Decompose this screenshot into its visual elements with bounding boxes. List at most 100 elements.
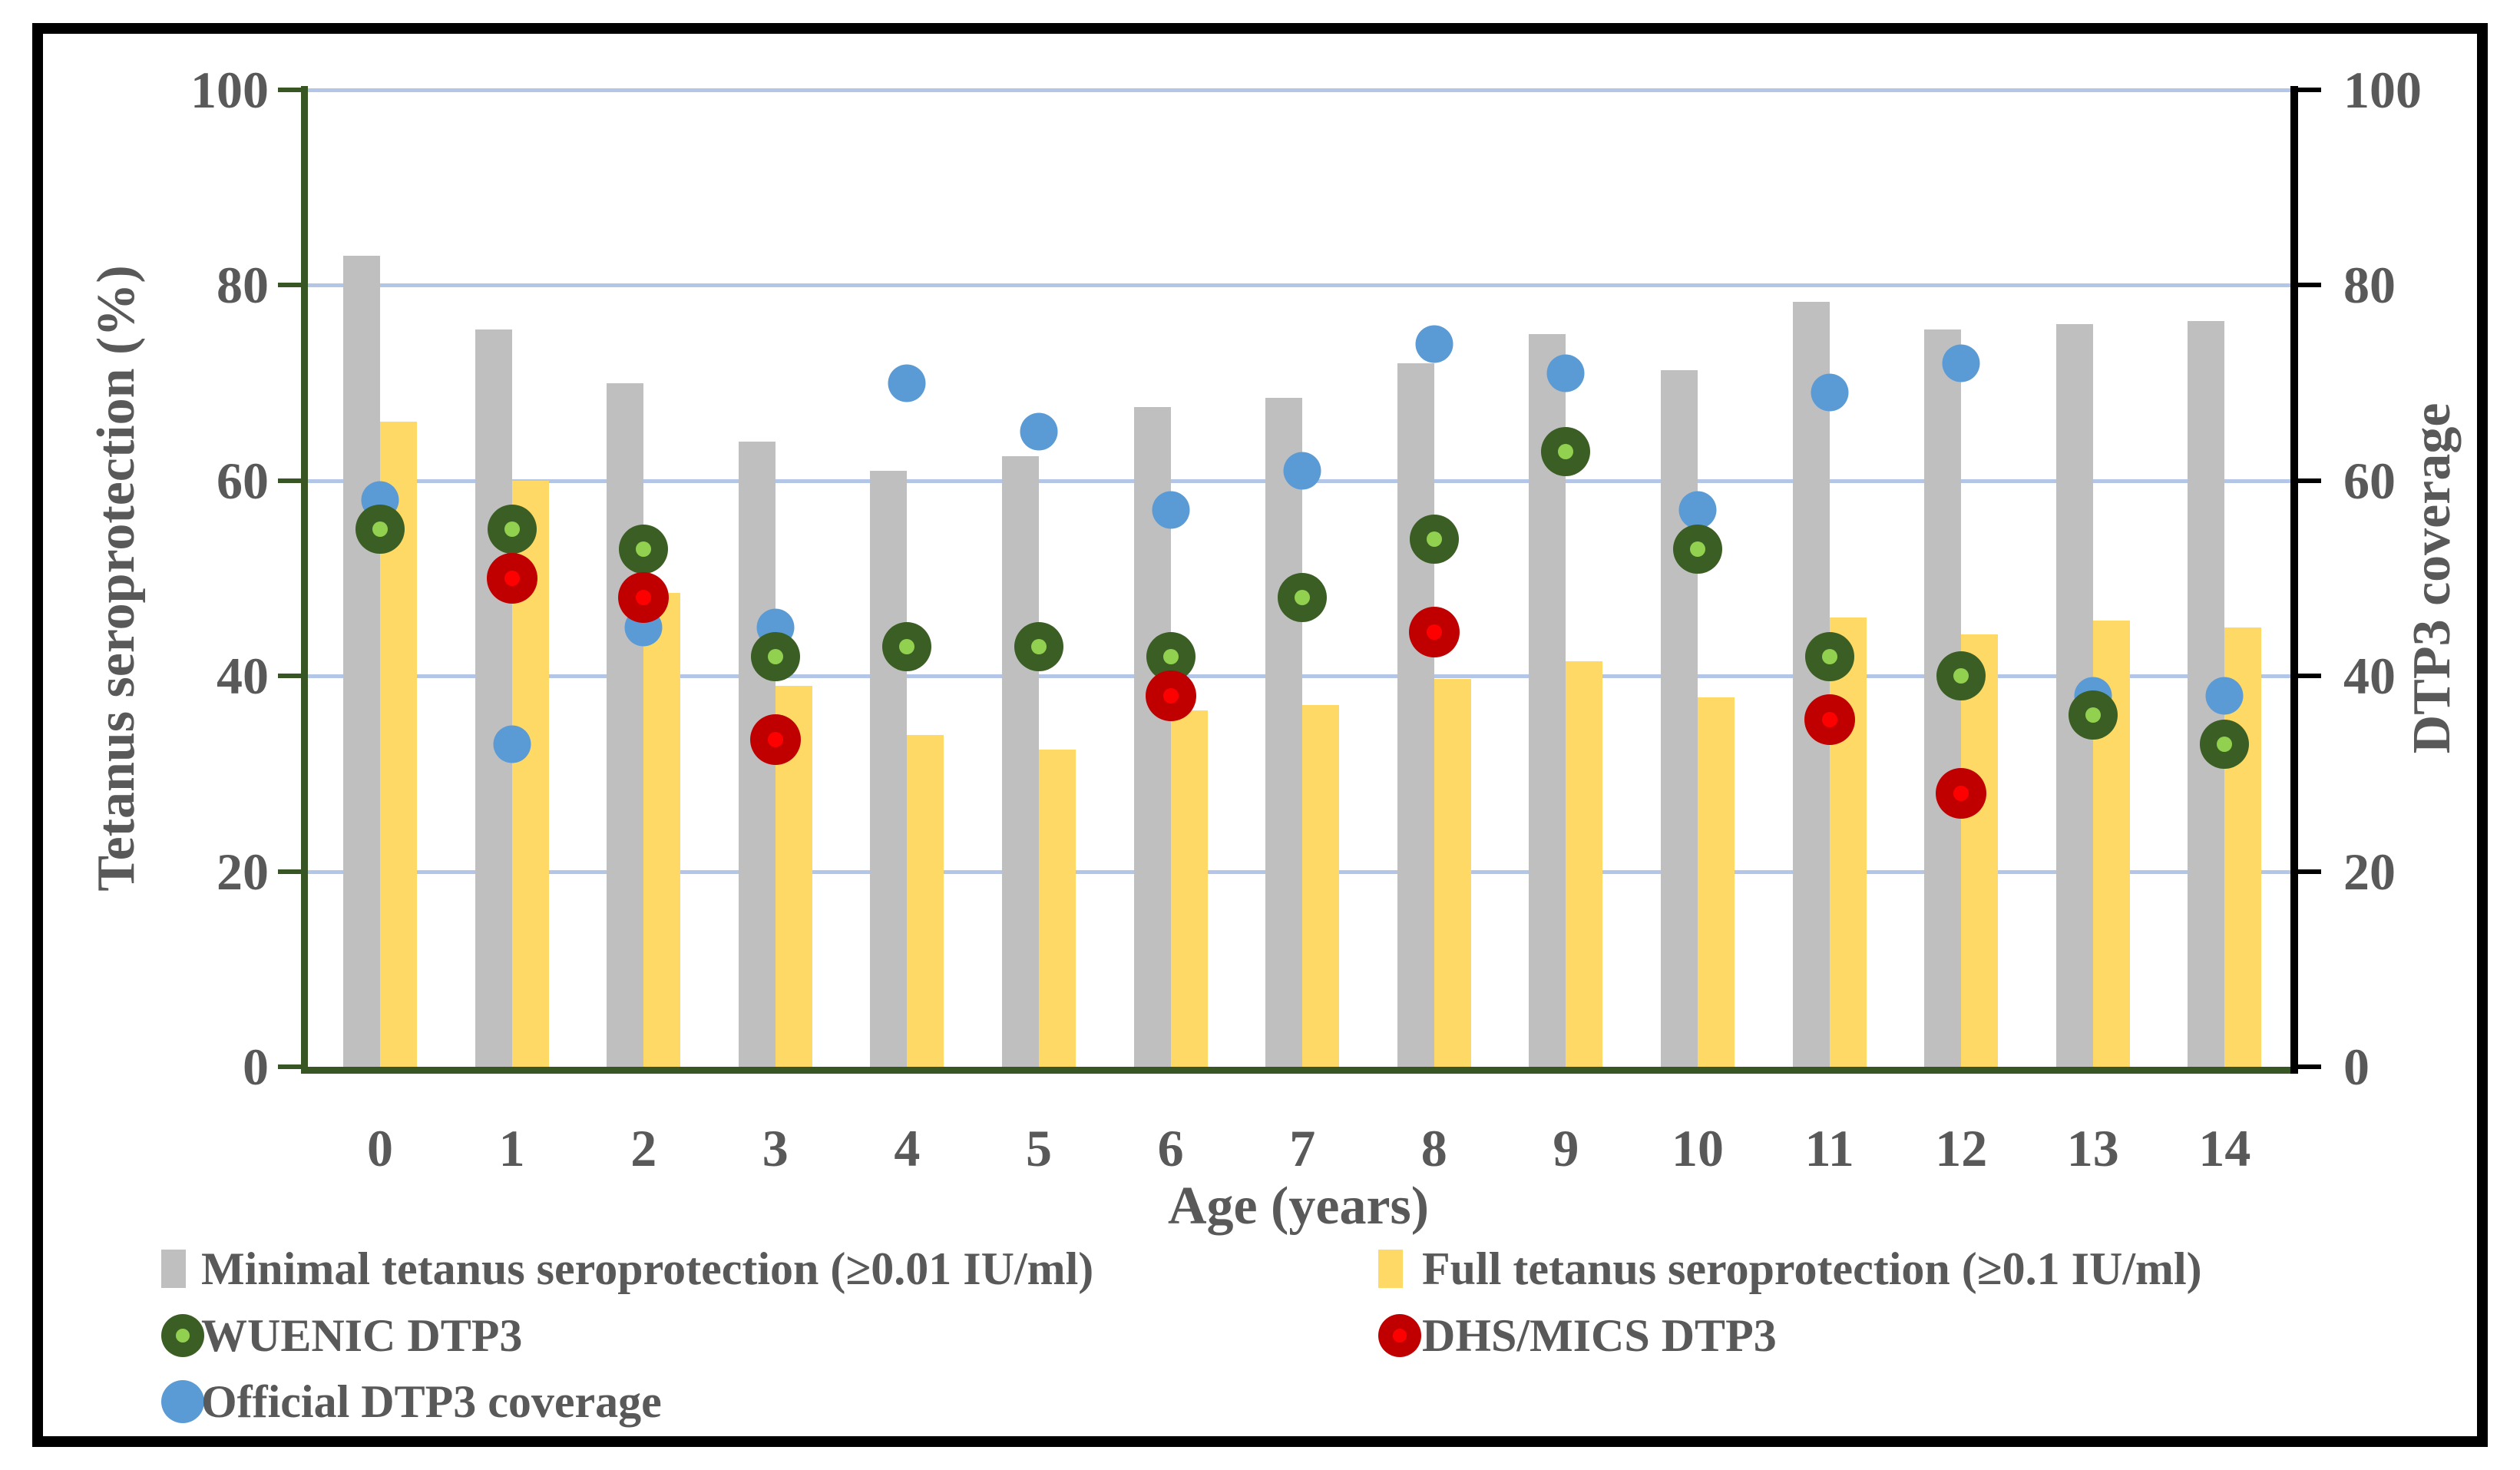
left-axis-title: Tetanus seroprotection (%) [87,265,146,892]
legend-swatch-dot-wuenic-dtp3 [176,1329,190,1343]
marker-official-age-4 [888,364,926,402]
x-tick-label-14: 14 [2198,1119,2251,1177]
marker-wuenic-age-11 [1804,631,1854,681]
marker-dot-wuenic-age-3 [767,648,783,664]
bar-minimal-age-2 [607,382,644,1067]
marker-official-age-5 [1020,412,1058,451]
legend-swatch-official-dtp3-coverage [161,1380,204,1423]
marker-dot-wuenic-age-8 [1426,531,1442,548]
bottom-axis-spine [301,1067,2298,1074]
marker-dot-wuenic-age-4 [899,639,915,655]
marker-dot-dhs-mics-age-1 [504,571,520,586]
right-axis-label-60: 60 [2343,451,2396,510]
marker-dot-wuenic-age-5 [1031,639,1047,655]
right-axis-spine [2290,86,2298,1074]
left-axis-label-80: 80 [217,256,269,315]
marker-official-age-12 [1942,344,1980,382]
x-tick-label-1: 1 [498,1119,525,1177]
marker-dot-dhs-mics-age-11 [1821,712,1837,728]
marker-wuenic-age-1 [487,505,537,555]
x-tick-label-10: 10 [1672,1119,1724,1177]
left-axis-tick-20 [278,869,301,874]
x-tick-label-2: 2 [630,1119,657,1177]
marker-dhs-mics-age-3 [749,713,801,765]
marker-dot-dhs-mics-age-2 [636,590,652,606]
right-axis-label-40: 40 [2343,647,2396,706]
marker-dot-wuenic-age-14 [2217,737,2233,753]
left-axis-tick-40 [278,674,301,679]
bar-minimal-age-4 [870,471,908,1067]
left-axis-label-20: 20 [217,842,269,901]
bar-minimal-age-11 [1792,302,1830,1067]
x-tick-label-7: 7 [1289,1119,1316,1177]
bar-minimal-age-5 [1002,456,1039,1067]
right-axis-label-0: 0 [2343,1038,2370,1096]
bar-minimal-age-7 [1265,397,1303,1067]
marker-dot-wuenic-age-7 [1295,590,1311,606]
marker-dot-wuenic-age-0 [372,521,388,538]
bar-full-age-7 [1302,705,1340,1067]
marker-official-age-9 [1546,354,1585,392]
marker-wuenic-age-2 [619,524,669,574]
right-axis-tick-20 [2298,869,2321,874]
right-axis-label-80: 80 [2343,256,2396,315]
marker-dhs-mics-age-1 [486,553,537,604]
marker-dhs-mics-age-2 [618,572,670,624]
bar-full-age-2 [643,593,681,1067]
gridline-100 [307,88,2290,92]
marker-wuenic-age-14 [2200,720,2250,770]
bar-minimal-age-0 [343,256,380,1067]
x-tick-label-5: 5 [1026,1119,1052,1177]
bar-full-age-11 [1829,617,1867,1067]
marker-official-age-11 [1811,373,1849,412]
marker-wuenic-age-12 [1936,651,1986,701]
x-tick-label-12: 12 [1935,1119,1988,1177]
marker-dhs-mics-age-11 [1804,694,1855,746]
marker-dhs-mics-age-12 [1936,767,1987,819]
x-tick-label-8: 8 [1420,1119,1447,1177]
x-tick-label-9: 9 [1553,1119,1579,1177]
marker-dot-wuenic-age-6 [1162,648,1179,664]
marker-dot-wuenic-age-11 [1821,648,1837,664]
x-tick-label-11: 11 [1804,1119,1854,1177]
marker-wuenic-age-5 [1014,622,1063,672]
left-axis-label-60: 60 [217,451,269,510]
right-axis-label-20: 20 [2343,842,2396,901]
legend-label-minimal-tetanus-seroprotection-0-01-iu-ml: Minimal tetanus seroprotection (≥0.01 IU… [201,1243,1094,1294]
bar-full-age-8 [1434,679,1471,1067]
left-axis-tick-80 [278,283,301,288]
marker-dot-wuenic-age-2 [636,541,652,557]
marker-official-age-7 [1283,452,1321,490]
left-axis-tick-0 [278,1064,301,1069]
marker-dot-wuenic-age-10 [1690,541,1705,557]
marker-dot-wuenic-age-1 [504,521,520,538]
x-tick-label-6: 6 [1157,1119,1184,1177]
left-axis-label-40: 40 [217,647,269,706]
right-axis-tick-40 [2298,674,2321,679]
marker-dot-wuenic-age-12 [1953,668,1969,684]
marker-dot-dhs-mics-age-8 [1426,624,1442,640]
marker-official-age-10 [1678,491,1717,529]
marker-official-age-6 [1152,491,1190,529]
left-axis-tick-100 [278,88,301,92]
legend-swatch-full-tetanus-seroprotection-0-1-iu-ml [1378,1250,1403,1288]
legend-label-official-dtp3-coverage: Official DTP3 coverage [201,1376,662,1427]
legend-swatch-dhs-mics-dtp3 [1378,1314,1421,1357]
x-tick-label-3: 3 [762,1119,789,1177]
bar-full-age-6 [1170,710,1208,1067]
legend-swatch-dot-dhs-mics-dtp3 [1393,1329,1407,1343]
bar-full-age-9 [1566,661,1603,1067]
marker-wuenic-age-7 [1278,573,1328,623]
marker-dot-wuenic-age-13 [2085,707,2101,723]
marker-dot-wuenic-age-9 [1558,443,1574,459]
marker-dhs-mics-age-8 [1408,606,1460,657]
bar-full-age-5 [1039,749,1076,1067]
marker-dhs-mics-age-6 [1145,670,1196,721]
marker-wuenic-age-8 [1409,515,1459,564]
legend-label-wuenic-dtp3: WUENIC DTP3 [201,1310,523,1361]
right-axis-tick-0 [2298,1064,2321,1069]
marker-wuenic-age-9 [1541,426,1591,476]
x-tick-label-4: 4 [894,1119,921,1177]
x-tick-label-0: 0 [367,1119,393,1177]
left-axis-tick-60 [278,478,301,483]
